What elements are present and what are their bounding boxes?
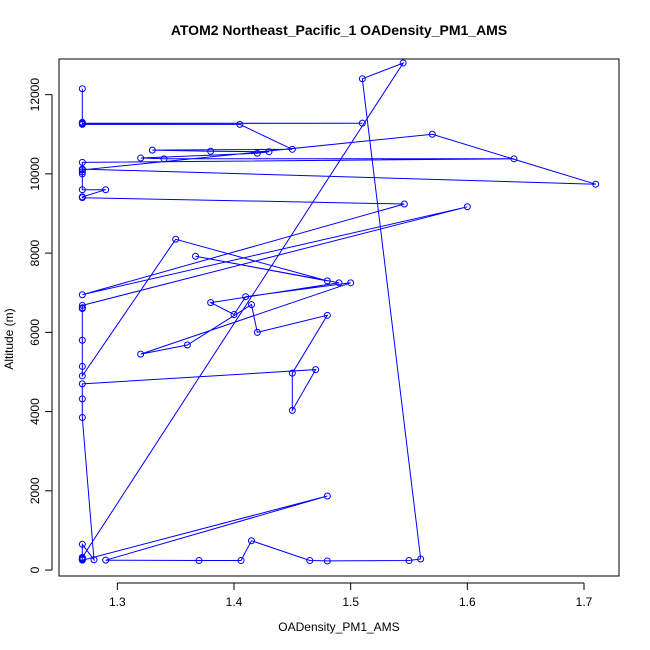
data-point <box>137 154 145 162</box>
data-point <box>78 362 86 370</box>
data-point <box>78 336 86 344</box>
data-point <box>102 186 110 194</box>
data-point <box>306 557 314 565</box>
data-point <box>230 311 238 319</box>
data-point <box>347 279 355 287</box>
data-point <box>78 186 86 194</box>
data-point <box>78 305 86 313</box>
data-point <box>242 293 250 301</box>
data-point <box>78 166 86 174</box>
data-point <box>592 180 600 188</box>
data-point <box>463 203 471 211</box>
data-point <box>78 120 86 128</box>
data-point <box>78 555 86 563</box>
y-tick-label: 4000 <box>28 398 42 425</box>
x-axis: 1.3 1.4 1.5 1.6 1.7 <box>109 582 593 609</box>
data-point <box>400 200 408 208</box>
y-tick-label: 12000 <box>28 78 42 112</box>
data-point <box>323 557 331 565</box>
data-point <box>323 492 331 500</box>
data-point <box>102 556 110 564</box>
x-tick-label: 1.6 <box>459 595 476 609</box>
y-tick-label: 2000 <box>28 477 42 504</box>
data-point <box>417 555 425 563</box>
data-point <box>248 537 255 545</box>
data-point <box>288 369 296 377</box>
data-point <box>78 414 86 422</box>
data-point <box>78 85 86 93</box>
y-axis: 0 2000 4000 6000 8000 10000 12000 <box>28 78 53 573</box>
y-tick-label: 10000 <box>28 157 42 191</box>
data-point <box>195 557 203 565</box>
data-point <box>248 301 255 309</box>
y-tick-label: 0 <box>28 566 42 573</box>
data-point <box>288 406 296 414</box>
data-point <box>160 155 168 163</box>
data-point <box>148 146 156 154</box>
data-point <box>78 380 86 388</box>
data-point <box>207 147 215 155</box>
x-tick-label: 1.4 <box>226 595 243 609</box>
x-axis-label: OADensity_PM1_AMS <box>278 620 399 634</box>
data-point <box>78 170 86 178</box>
data-point <box>237 557 245 565</box>
chart-title: ATOM2 Northeast_Pacific_1 OADensity_PM1_… <box>171 22 507 38</box>
data-point <box>90 556 98 564</box>
data-point <box>253 328 261 336</box>
data-point <box>312 366 320 374</box>
x-tick-label: 1.7 <box>576 595 593 609</box>
data-point <box>192 252 199 260</box>
data-point <box>265 148 273 156</box>
data-point <box>236 120 244 128</box>
data-point <box>78 540 86 548</box>
data-point <box>78 395 86 403</box>
data-point <box>137 350 145 358</box>
data-point <box>183 341 191 349</box>
data-point <box>78 158 86 166</box>
data-point <box>253 149 261 157</box>
data-point <box>207 299 215 307</box>
data-point <box>323 311 331 319</box>
data-point <box>172 235 180 243</box>
data-point <box>288 145 296 153</box>
data-point <box>78 301 86 309</box>
data-point <box>428 130 436 138</box>
data-point <box>78 168 86 176</box>
data-point <box>335 279 343 287</box>
x-tick-label: 1.3 <box>109 595 126 609</box>
y-tick-label: 6000 <box>28 319 42 346</box>
series-line <box>81 61 596 562</box>
data-point <box>405 557 413 565</box>
data-point <box>399 59 407 67</box>
data-point <box>358 75 366 83</box>
data-point <box>78 372 86 380</box>
x-tick-label: 1.5 <box>342 595 359 609</box>
data-point <box>78 194 86 202</box>
series-altitude-profile <box>78 59 600 565</box>
data-point <box>323 277 331 285</box>
data-point <box>78 291 86 299</box>
y-tick-label: 8000 <box>28 239 42 266</box>
data-point <box>510 155 518 163</box>
y-axis-label: Altitude (m) <box>2 308 16 369</box>
data-point <box>358 119 366 127</box>
plot-box <box>58 58 620 577</box>
